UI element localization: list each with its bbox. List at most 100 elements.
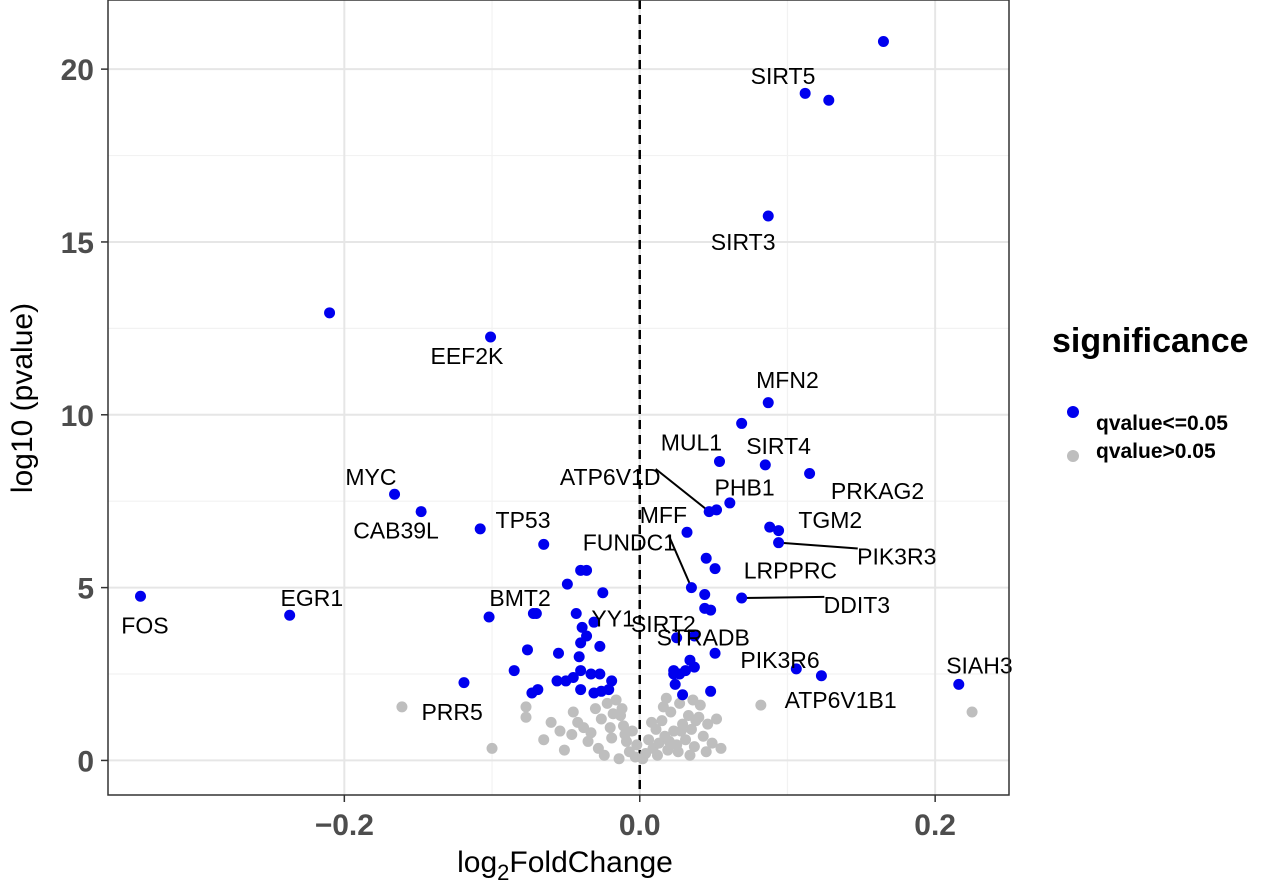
non-significant-point (520, 711, 532, 723)
non-significant-point (616, 703, 628, 715)
significant-point (538, 538, 550, 550)
y-tick-label: 20 (61, 54, 94, 87)
non-significant-point (643, 734, 655, 746)
plot-panel (108, 0, 1009, 795)
label-leader-line (778, 541, 858, 550)
axes: −0.2 0.0 0.2 0 5 10 15 20 (61, 54, 956, 842)
non-significant-point (680, 734, 692, 746)
significant-point (705, 604, 717, 616)
significant-point (551, 675, 563, 687)
legend-title: significance (1052, 322, 1249, 360)
significant-point (570, 608, 582, 620)
non-significant-point (601, 697, 613, 709)
gene-label: YY1 (591, 606, 634, 632)
y-tick-label: 0 (77, 745, 94, 778)
significant-point (815, 670, 827, 682)
significant-point (764, 521, 776, 533)
non-significant-point (674, 697, 686, 709)
significant-point (581, 564, 593, 576)
significant-point (575, 665, 587, 677)
significant-point (677, 689, 689, 701)
gene-label: SIRT4 (746, 433, 811, 459)
significant-point (284, 609, 296, 621)
label-leader-line (741, 595, 825, 599)
significant-point (759, 459, 771, 471)
non-significant-point (656, 715, 668, 727)
significant-point (485, 331, 497, 343)
significant-point (594, 668, 606, 680)
non-significant-point (700, 746, 712, 758)
significant-point (804, 468, 816, 480)
significant-point (415, 506, 427, 518)
gene-label: PIK3R6 (740, 647, 819, 673)
label-leader-line (667, 534, 693, 589)
non-significant-point (715, 742, 727, 754)
gene-label: ATP6V1D (560, 464, 661, 490)
legend-key-not-significant (1067, 450, 1079, 462)
gene-label: MYC (345, 464, 396, 490)
non-significant-point (610, 694, 622, 706)
significant-point (823, 94, 835, 106)
significant-point (699, 589, 711, 601)
non-significant-point (690, 715, 702, 727)
non-significant-point (688, 741, 700, 753)
gene-label: PRR5 (421, 699, 482, 725)
non-significant-point (589, 703, 601, 715)
non-significant-point (607, 708, 619, 720)
x-tick-label: 0.2 (914, 809, 956, 842)
significant-point (724, 497, 736, 509)
non-significant-point (554, 725, 566, 737)
non-significant-point (582, 735, 594, 747)
gene-label: FUNDC1 (583, 530, 676, 556)
x-axis-title-subscript: 2 (497, 860, 509, 883)
non-significant-point (631, 739, 643, 751)
x-tick-label: 0.0 (619, 809, 661, 842)
gene-label: PHB1 (715, 474, 775, 500)
y-tick-label: 15 (61, 227, 94, 260)
non-significant-point (755, 699, 767, 711)
significant-point (709, 647, 721, 659)
significant-point (508, 665, 520, 677)
x-axis-title: log2FoldChange (457, 846, 673, 883)
legend-label-not-significant: qvalue>0.05 (1096, 440, 1216, 463)
significant-point (685, 582, 697, 594)
non-significant-point (663, 735, 675, 747)
non-significant-point (567, 706, 579, 718)
significant-point (773, 525, 785, 537)
gene-label: TGM2 (798, 507, 862, 533)
non-significant-point (566, 729, 578, 741)
gene-labels: SIRT5 SIRT3 EEF2K MFN2 MUL1 SIRT4 ATP6V1D MYC PH… (121, 63, 1012, 725)
gene-label: PRKAG2 (831, 478, 924, 504)
y-tick-label: 5 (77, 573, 94, 606)
significant-point (681, 526, 693, 538)
x-axis-title-main: log (457, 846, 497, 879)
non-significant-point (675, 725, 687, 737)
gene-label: SIRT3 (711, 229, 776, 255)
non-significant-point (613, 753, 625, 765)
label-leader-lines (655, 468, 858, 599)
significant-point (573, 651, 585, 663)
gene-label: ATP6V1B1 (785, 687, 897, 713)
significant-point (561, 578, 573, 590)
significant-point (588, 616, 600, 628)
gene-label: CAB39L (353, 518, 439, 544)
significant-point (688, 661, 700, 673)
significant-point (521, 644, 533, 656)
significant-point (709, 563, 721, 575)
significant-point (680, 665, 692, 677)
gene-label: MFF (640, 502, 687, 528)
significant-point (799, 87, 811, 99)
x-tick-label: −0.2 (315, 809, 374, 842)
significant-point (458, 677, 470, 689)
significant-point (668, 668, 680, 680)
gene-label: SIAH3 (946, 652, 1012, 678)
significant-point (532, 684, 544, 696)
non-significant-point (966, 706, 978, 718)
non-significant-point (646, 716, 658, 728)
non-significant-point (685, 723, 697, 735)
gene-label: PIK3R3 (857, 544, 936, 570)
significant-point (324, 307, 336, 319)
non-significant-point (672, 746, 684, 758)
non-significant-point (662, 744, 674, 756)
